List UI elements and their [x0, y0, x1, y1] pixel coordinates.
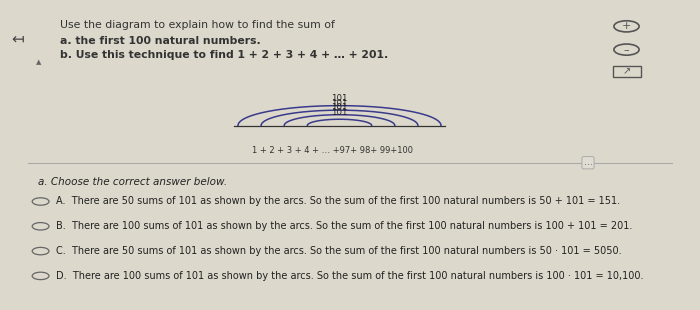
Text: ↗: ↗	[622, 66, 631, 76]
Text: 101: 101	[331, 94, 348, 103]
Text: Use the diagram to explain how to find the sum of: Use the diagram to explain how to find t…	[60, 20, 335, 30]
Text: b. Use this technique to find 1 + 2 + 3 + 4 + … + 201.: b. Use this technique to find 1 + 2 + 3 …	[60, 50, 388, 60]
Text: 1 + 2 + 3 + 4 + … +97+ 98+ 99+100: 1 + 2 + 3 + 4 + … +97+ 98+ 99+100	[252, 146, 413, 155]
Text: A.  There are 50 sums of 101 as shown by the arcs. So the sum of the first 100 n: A. There are 50 sums of 101 as shown by …	[56, 197, 620, 206]
Text: C.  There are 50 sums of 101 as shown by the arcs. So the sum of the first 100 n: C. There are 50 sums of 101 as shown by …	[56, 246, 622, 256]
Text: ▲: ▲	[36, 59, 41, 65]
Text: +: +	[622, 21, 631, 31]
Text: …: …	[584, 158, 592, 167]
Text: B.  There are 100 sums of 101 as shown by the arcs. So the sum of the first 100 : B. There are 100 sums of 101 as shown by…	[56, 221, 632, 231]
Text: –: –	[624, 45, 629, 55]
Text: 101: 101	[331, 103, 348, 112]
Text: a. Choose the correct answer below.: a. Choose the correct answer below.	[38, 177, 228, 187]
Text: ↤: ↤	[11, 31, 24, 46]
Text: 101: 101	[331, 108, 348, 117]
Text: a. the first 100 natural numbers.: a. the first 100 natural numbers.	[60, 36, 260, 46]
Text: D.  There are 100 sums of 101 as shown by the arcs. So the sum of the first 100 : D. There are 100 sums of 101 as shown by…	[56, 271, 643, 281]
Text: 101: 101	[331, 99, 348, 108]
